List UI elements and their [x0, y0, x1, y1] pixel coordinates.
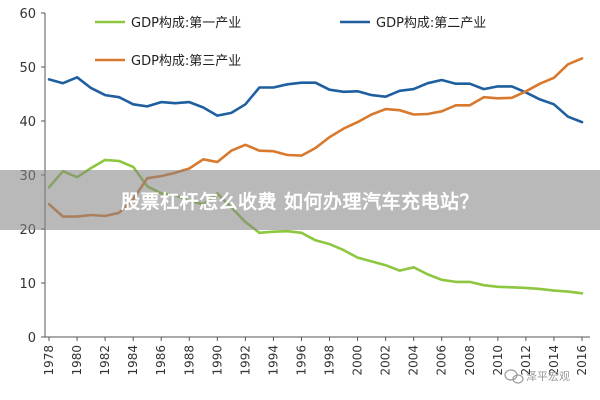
- x-tick-label: 1990: [210, 345, 224, 376]
- banner-text: 股票杠杆怎么收费 如何办理汽车充电站？: [120, 190, 480, 213]
- legend-label-3: GDP构成:第三产业: [131, 54, 241, 69]
- overlay-banner: 股票杠杆怎么收费 如何办理汽车充电站？: [0, 170, 600, 230]
- y-tick-label: 10: [19, 277, 36, 292]
- x-tick-label: 2010: [491, 345, 505, 376]
- x-tick-label: 2012: [519, 345, 533, 376]
- y-tick-label: 40: [19, 115, 36, 130]
- x-tick-label: 1986: [154, 345, 168, 376]
- x-tick-label: 1998: [323, 345, 337, 376]
- legend-label-1: GDP构成:第一产业: [131, 16, 241, 31]
- x-tick-label: 2008: [463, 345, 477, 376]
- legend-label-2: GDP构成:第二产业: [376, 16, 486, 31]
- x-tick-label: 2006: [435, 345, 449, 376]
- legend: GDP构成:第一产业 GDP构成:第二产业 GDP构成:第三产业: [95, 16, 486, 69]
- watermark-text: 泽平宏观: [526, 369, 570, 383]
- x-tick-label: 2014: [547, 345, 561, 376]
- x-tick-label: 2016: [575, 345, 589, 376]
- x-tick-label: 1984: [126, 345, 140, 376]
- watermark: 泽平宏观: [504, 369, 570, 384]
- y-tick-label: 0: [28, 331, 36, 346]
- tick-labels: 0102030405060197819801982198419861988199…: [19, 7, 589, 376]
- wechat-icon: [504, 369, 524, 384]
- x-tick-label: 1992: [238, 345, 252, 376]
- y-tick-label: 60: [19, 7, 36, 22]
- x-tick-label: 1980: [70, 345, 84, 376]
- x-tick-label: 1988: [182, 345, 196, 376]
- x-tick-label: 2004: [407, 345, 421, 376]
- x-tick-label: 2002: [379, 345, 393, 376]
- y-tick-label: 50: [19, 61, 36, 76]
- x-tick-label: 2000: [351, 345, 365, 376]
- x-tick-label: 1996: [294, 345, 308, 376]
- x-tick-label: 1978: [42, 345, 56, 376]
- x-tick-label: 1994: [266, 345, 280, 376]
- series-line-2: [47, 76, 584, 124]
- x-tick-label: 1982: [98, 345, 112, 376]
